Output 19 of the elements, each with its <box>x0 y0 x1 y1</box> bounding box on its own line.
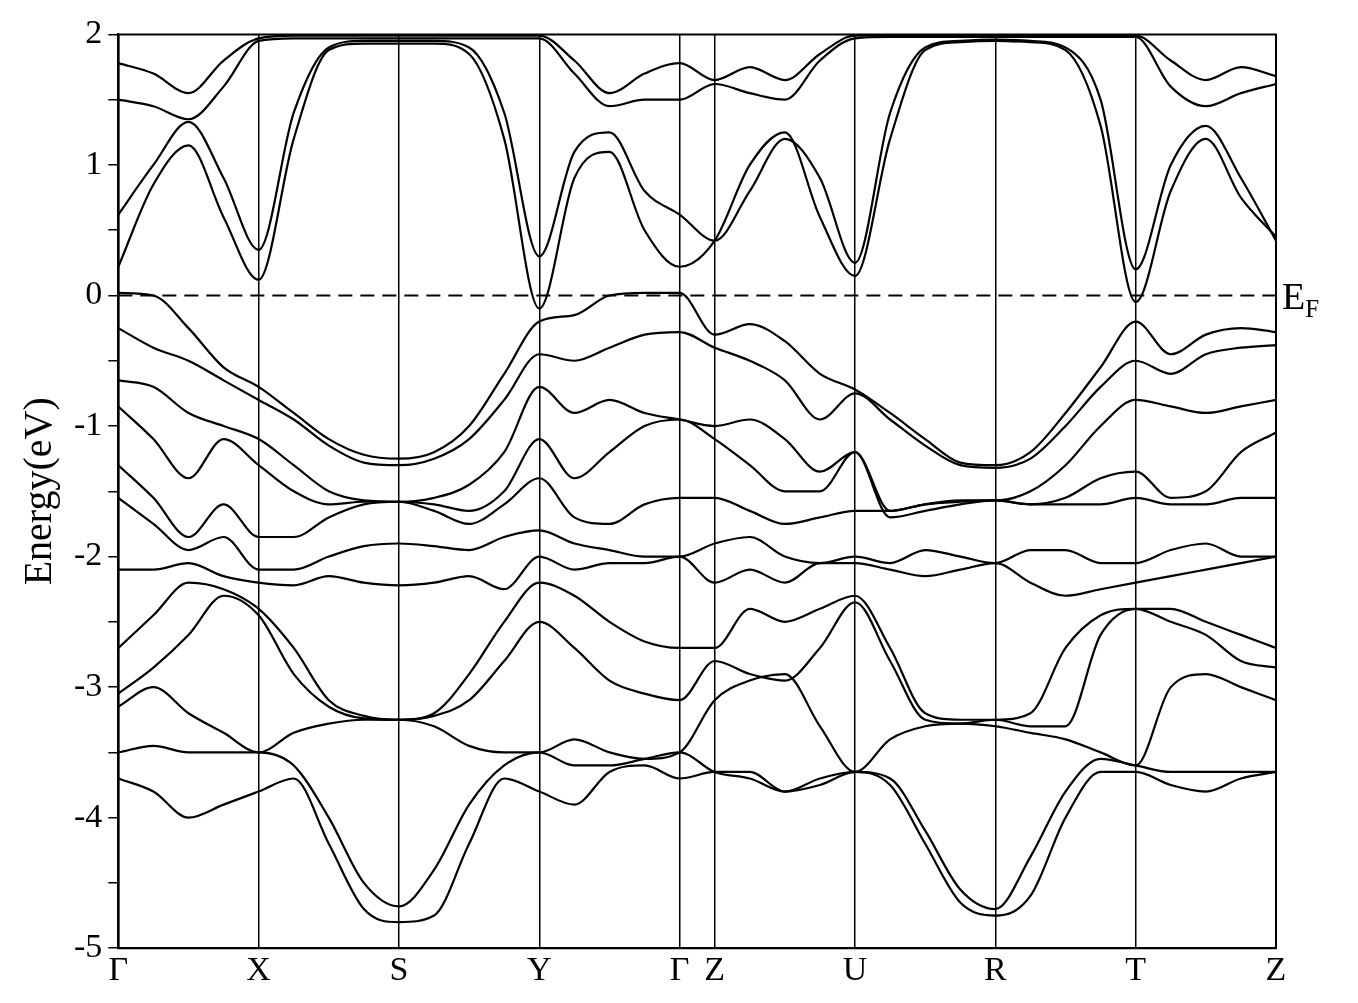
y-tick-label: -4 <box>73 796 103 834</box>
x-tick-label: R <box>984 949 1008 987</box>
x-tick-label: Z <box>1265 949 1287 987</box>
x-tick-label: U <box>842 949 868 987</box>
x-tick-label: Z <box>704 949 726 987</box>
y-tick-label: 0 <box>85 274 103 312</box>
y-tick-label: 1 <box>85 143 103 181</box>
x-tick-label: X <box>246 949 271 987</box>
x-tick-label: Γ <box>669 949 690 987</box>
y-tick-label: -3 <box>73 666 103 704</box>
y-tick-label: -2 <box>73 535 103 573</box>
y-tick-label: -5 <box>73 927 103 965</box>
x-tick-label: T <box>1125 949 1147 987</box>
y-tick-label: 2 <box>85 13 103 51</box>
x-tick-label: Γ <box>108 949 129 987</box>
x-tick-label: Y <box>527 949 552 987</box>
y-tick-label: -1 <box>73 404 103 442</box>
y-axis-title: Energy(eV) <box>14 397 60 586</box>
x-tick-label: S <box>389 949 409 987</box>
